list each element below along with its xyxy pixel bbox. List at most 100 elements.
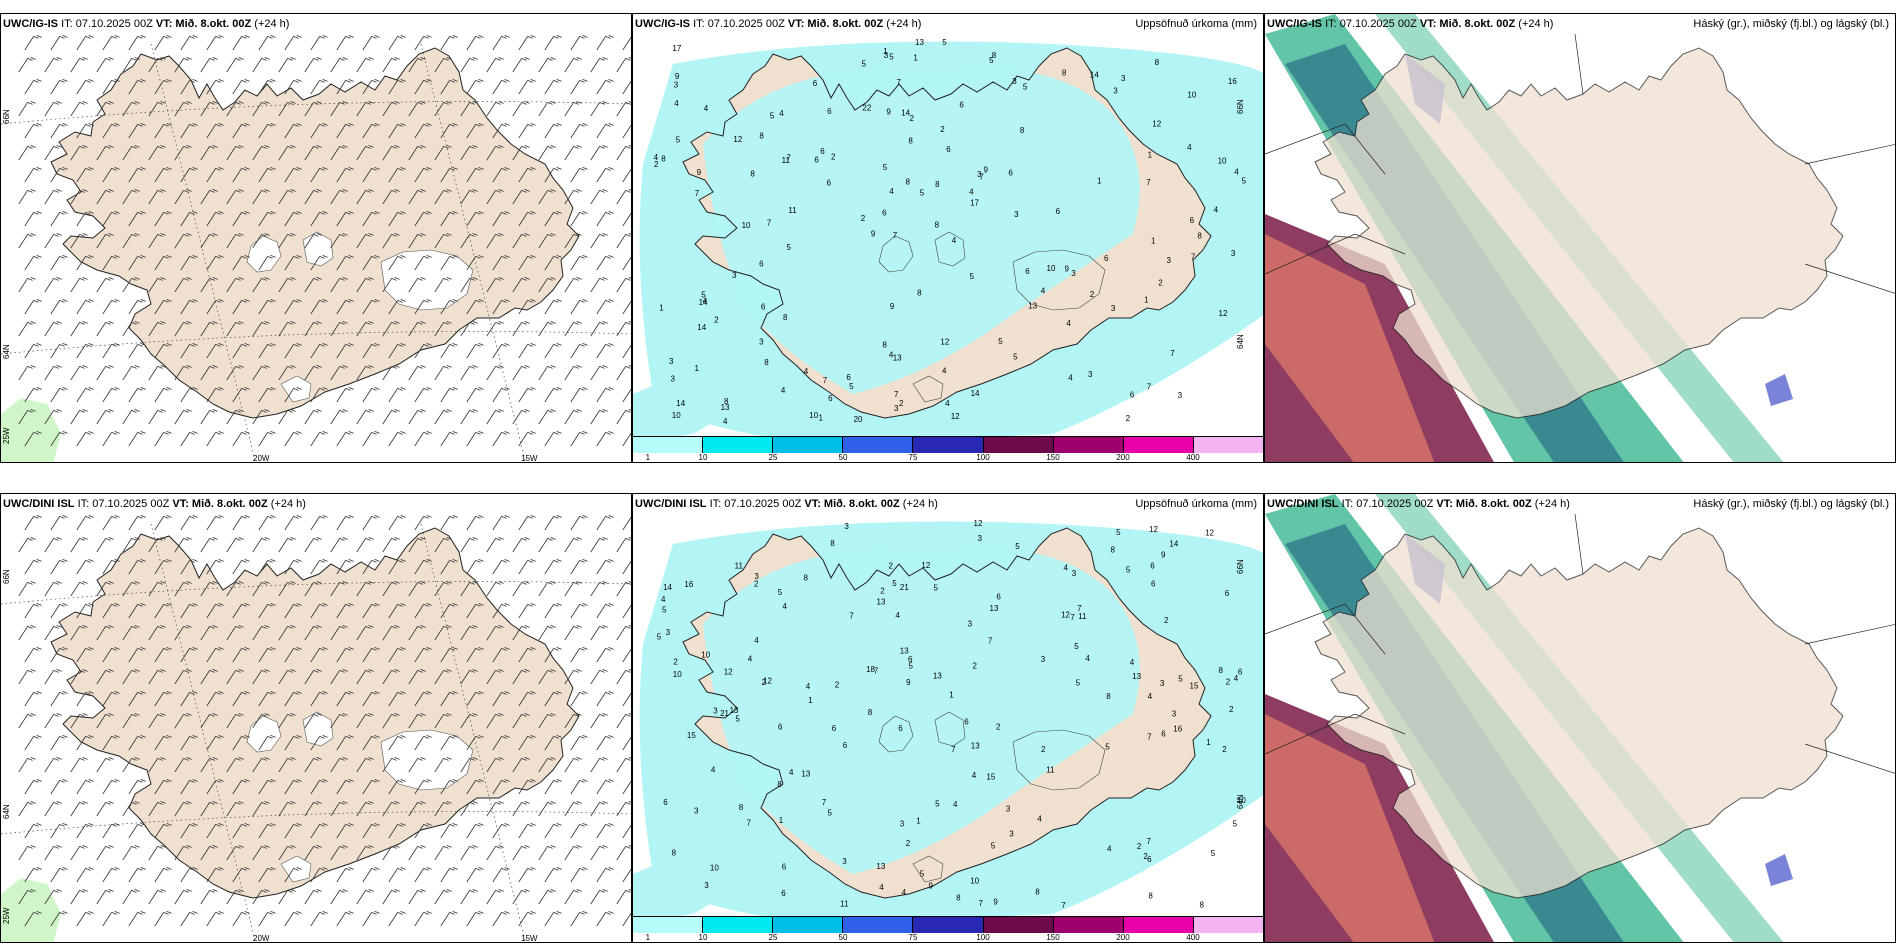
wind-barb — [492, 167, 510, 183]
wind-barb — [538, 889, 556, 905]
wind-barb — [460, 145, 478, 161]
wind-barb — [414, 211, 432, 227]
wind-barb — [440, 211, 458, 227]
wind-barb — [102, 515, 120, 531]
wind-barb — [596, 779, 614, 795]
wind-barb — [616, 889, 631, 905]
precip-value: 4 — [674, 99, 679, 108]
wind-barb — [466, 431, 484, 447]
precip-value: 4 — [781, 386, 786, 395]
wind-barb — [96, 101, 114, 117]
wind-barb — [408, 889, 426, 905]
precip-value: 2 — [996, 723, 1001, 732]
wind-barb — [382, 233, 400, 249]
wind-barb — [258, 123, 276, 139]
wind-barb — [460, 669, 478, 685]
precip-value: 6 — [781, 889, 786, 898]
wind-barb — [538, 233, 556, 249]
wind-barb — [388, 735, 406, 751]
wind-barb — [382, 145, 400, 161]
wind-barb — [232, 299, 250, 315]
wind-barb — [408, 581, 426, 597]
wind-barb — [128, 735, 146, 751]
wind-barb — [232, 867, 250, 883]
precip-value: 1 — [1151, 237, 1156, 246]
precip-value: 8 — [724, 397, 729, 406]
wind-barb — [310, 691, 328, 707]
wind-barb — [304, 57, 322, 73]
wind-barb — [258, 343, 276, 359]
precip-value: 10 — [970, 877, 979, 886]
wind-barb — [616, 845, 631, 861]
wind-barb — [128, 515, 146, 531]
wind-barb — [304, 669, 322, 685]
wind-barb — [24, 387, 42, 403]
glacier — [380, 249, 474, 311]
glacier-outline — [1012, 729, 1106, 791]
wind-barb — [336, 123, 354, 139]
wind-barb — [70, 713, 88, 729]
precip-value: 3 — [1012, 77, 1017, 86]
wind-barb — [336, 603, 354, 619]
wind-barb — [206, 735, 224, 751]
wind-barb — [570, 79, 588, 95]
wind-barb — [18, 233, 36, 249]
wind-barb — [122, 409, 140, 425]
precip-value: 3 — [1088, 370, 1093, 379]
precip-value: 2 — [762, 678, 767, 687]
precip-value: 14 — [663, 583, 672, 592]
wind-barb — [284, 255, 302, 271]
wind-barb — [258, 559, 276, 575]
wind-barb — [200, 889, 218, 905]
wind-barb — [434, 845, 452, 861]
wind-barb — [70, 889, 88, 905]
wind-barb — [544, 255, 562, 271]
wind-barb — [76, 559, 94, 575]
precip-value: 4 — [952, 236, 957, 245]
precip-value: 2 — [899, 399, 904, 408]
wind-barb — [148, 713, 166, 729]
precip-over-land — [703, 69, 1140, 394]
wind-barb — [512, 757, 530, 773]
wind-barb — [330, 801, 348, 817]
precip-value: 2 — [1226, 678, 1231, 687]
wind-barb — [538, 757, 556, 773]
wind-barb — [70, 277, 88, 293]
precip-value: 4 — [1214, 205, 1219, 214]
precip-value: 6 — [1161, 730, 1166, 739]
glacier — [246, 235, 282, 273]
wind-barb — [304, 801, 322, 817]
wind-barb — [304, 321, 322, 337]
wind-barb — [382, 669, 400, 685]
precip-value: 14 — [699, 298, 708, 307]
wind-barb — [284, 779, 302, 795]
wind-barb — [96, 845, 114, 861]
wind-barb — [434, 625, 452, 641]
wind-barb — [122, 189, 140, 205]
precip-value: 5 — [909, 662, 914, 671]
wind-barb — [414, 647, 432, 663]
precip-value: 8 — [1020, 126, 1025, 135]
wind-barb — [206, 79, 224, 95]
glacier-outline — [912, 375, 944, 403]
wind-barb — [434, 409, 452, 425]
precip-value: 3 — [884, 51, 889, 60]
precip-value: 3 — [900, 819, 905, 828]
precip-value: 6 — [1104, 254, 1109, 263]
wind-barb — [174, 713, 192, 729]
wind-barb — [24, 735, 42, 751]
panel-header: UWC/IG-IS IT: 07.10.2025 00Z VT: Mið. 8.… — [1267, 18, 1554, 30]
precip-value: 5 — [942, 38, 947, 47]
wind-barb — [492, 735, 510, 751]
wind-barb — [460, 625, 478, 641]
graticule — [1, 523, 631, 942]
wind-barb — [278, 145, 296, 161]
wind-barb — [564, 537, 582, 553]
precip-band — [1103, 724, 1263, 824]
wind-barb — [258, 911, 276, 927]
wind-barb — [174, 145, 192, 161]
wind-barb — [388, 123, 406, 139]
precip-value: 11 — [840, 900, 849, 909]
wind-barb — [408, 277, 426, 293]
